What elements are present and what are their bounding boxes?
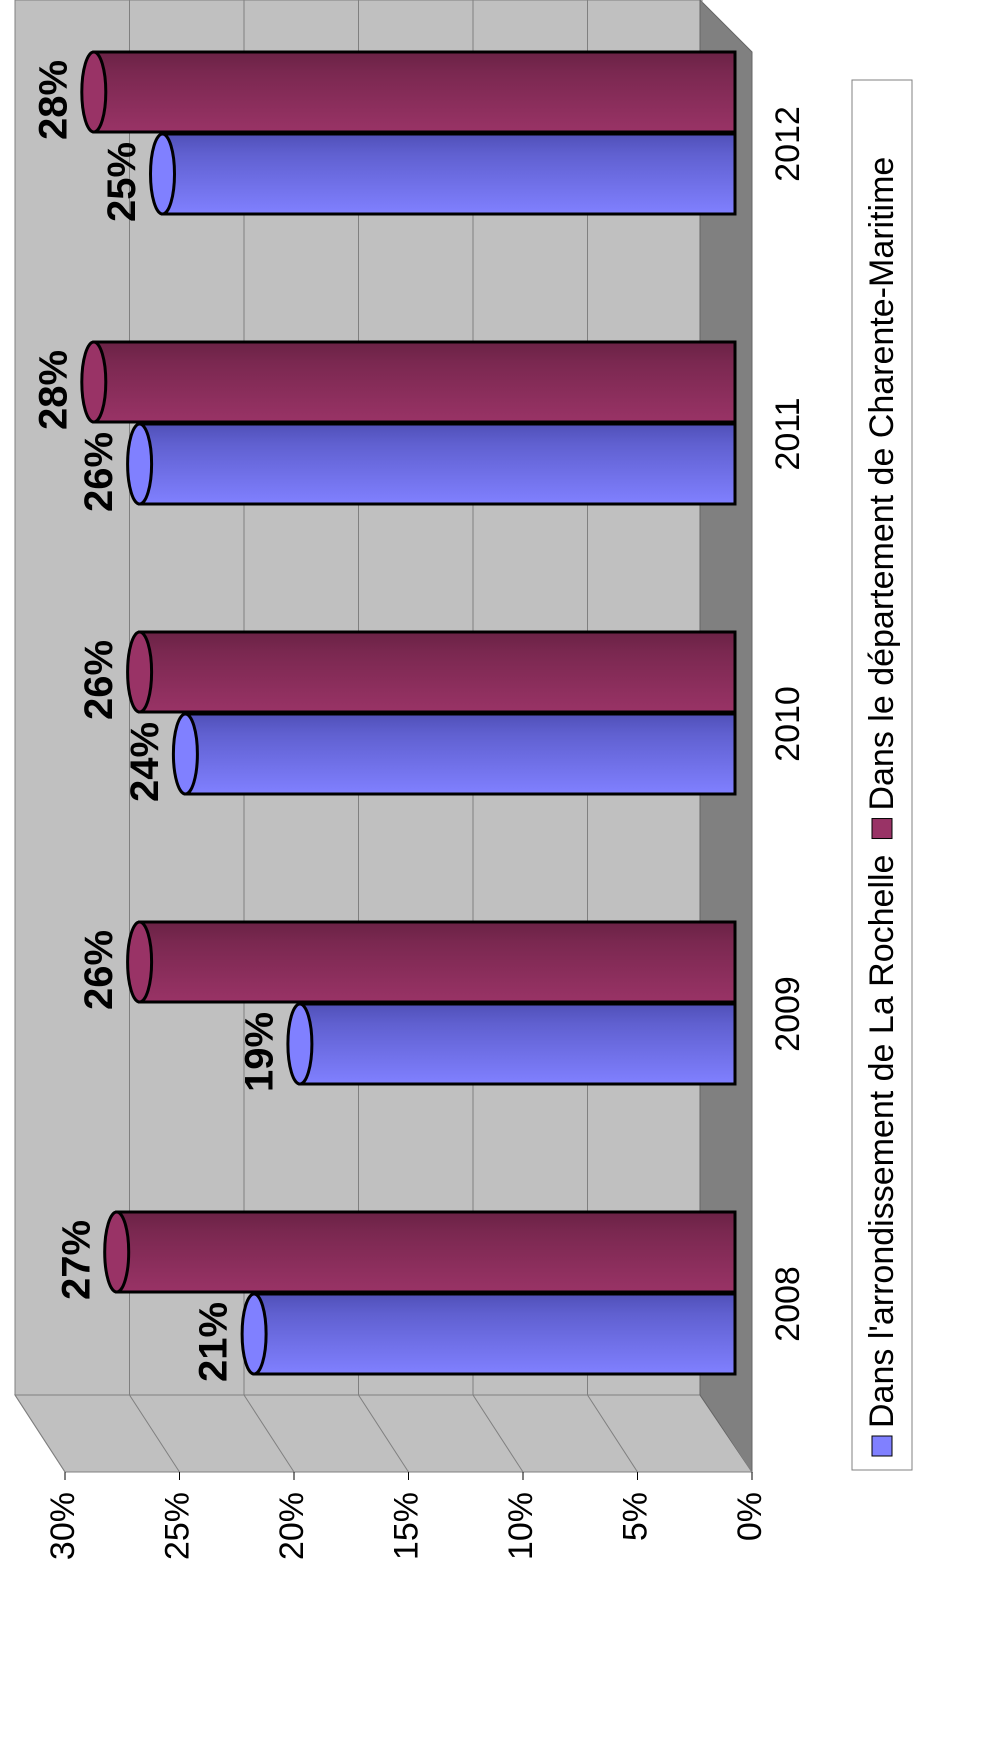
x-tick-label: 2012 [769,106,807,182]
plot: 0% 5% 10% 15% 20% 25% 30% 2008 2009 2010 2011 2012 2… [14,0,913,1560]
data-label: 19% [237,1012,281,1092]
bar [183,712,737,796]
bar [138,422,737,506]
bar [92,340,737,424]
bar [138,630,737,714]
data-label: 28% [31,350,75,430]
y-tick-label: 5% [616,1492,654,1541]
y-tick-label: 10% [502,1492,540,1560]
data-label: 26% [77,930,121,1010]
data-label: 21% [192,1302,236,1382]
grid-line [129,1394,180,1473]
x-tick-label: 2010 [769,686,807,762]
y-tick-label: 25% [158,1492,196,1560]
bar [298,1002,737,1086]
grid-line [358,1394,409,1473]
bar-cap [171,712,199,796]
bar [92,50,737,134]
data-label: 24% [123,722,167,802]
bar-cap [80,340,108,424]
y-tick-label: 30% [44,1492,82,1560]
grid-line [701,1394,753,1473]
bar [161,132,737,216]
data-label: 28% [31,60,75,140]
x-tick-label: 2011 [769,397,807,470]
bar-cap [126,630,154,714]
bar-cap [149,132,176,216]
legend-swatch [871,818,893,840]
bar [115,1210,737,1294]
bar-cap [126,920,154,1004]
data-label: 27% [54,1220,98,1300]
bar-cap [126,422,154,506]
y-tick-label: 0% [731,1492,769,1541]
legend-swatch [871,1435,893,1457]
y-tick-label: 15% [387,1492,425,1560]
bar-cap [80,50,108,134]
bar-cap [240,1292,268,1376]
grid-line [14,1394,66,1473]
grid-line [587,1394,638,1473]
bar [252,1292,737,1376]
data-label: 25% [100,142,144,222]
grid-line [243,1394,295,1473]
bar-cap [103,1210,131,1294]
legend-label: Dans le département de Charente-Maritime [863,157,901,811]
bar-cap [286,1002,314,1086]
data-label: 26% [77,640,121,720]
legend-label: Dans l'arrondissement de La Rochelle [863,855,901,1428]
y-tick-label: 20% [273,1492,311,1560]
bar [138,920,737,1004]
x-tick-label: 2008 [769,1266,807,1342]
x-tick-label: 2009 [769,976,807,1052]
legend-box [851,79,913,1471]
grid-line [472,1394,524,1473]
data-label: 26% [77,432,121,512]
